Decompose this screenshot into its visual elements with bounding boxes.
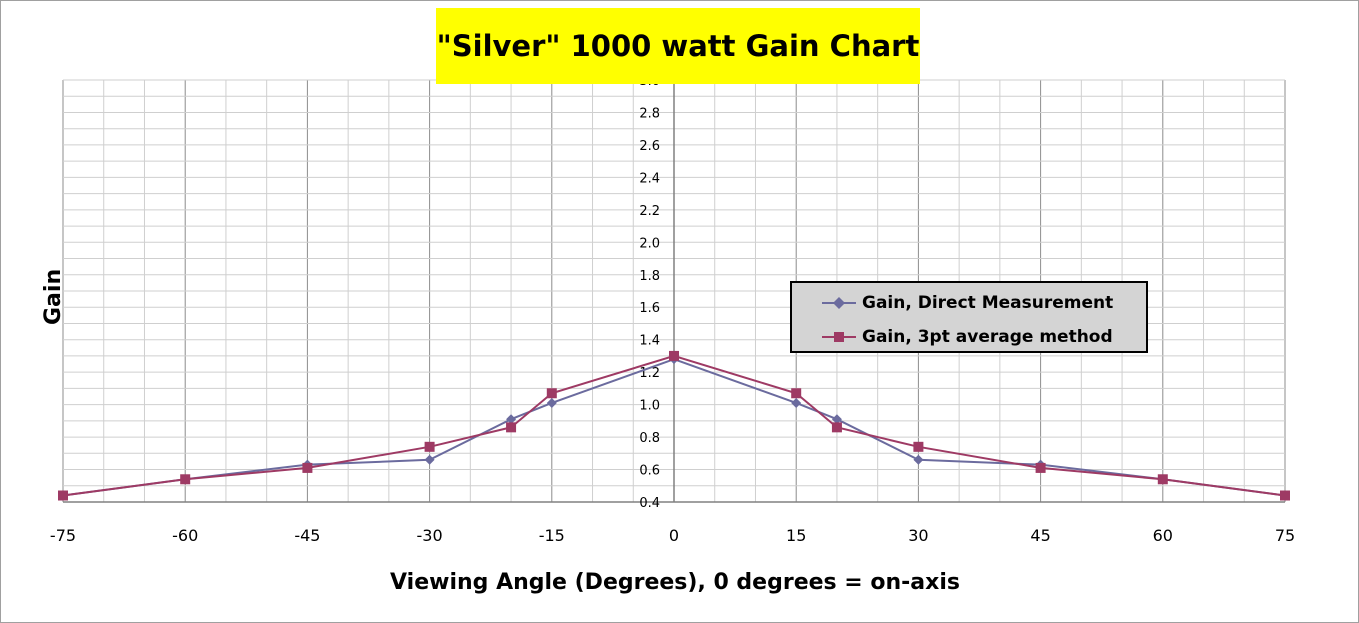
x-tick-label: 0: [669, 526, 679, 545]
x-tick-label: 45: [1030, 526, 1050, 545]
y-tick-label: 2.2: [639, 204, 660, 219]
legend-label-3pt: Gain, 3pt average method: [862, 327, 1113, 347]
data-point-square: [831, 422, 842, 433]
y-axis-label: Gain: [41, 268, 66, 325]
y-tick-label: 1.4: [639, 334, 660, 349]
data-point-diamond: [831, 414, 842, 425]
data-point-diamond: [506, 414, 517, 425]
y-tick-label: 2.0: [639, 236, 660, 251]
chart-title: "Silver" 1000 watt Gain Chart: [436, 8, 920, 84]
x-axis-label: Viewing Angle (Degrees), 0 degrees = on-…: [390, 570, 960, 595]
x-tick-label: -30: [417, 526, 443, 545]
x-tick-label: -75: [50, 526, 76, 545]
x-tick-label: -45: [294, 526, 320, 545]
legend-item-direct: Gain, Direct Measurement: [822, 291, 1113, 315]
x-tick-label: 60: [1153, 526, 1173, 545]
data-point-square: [58, 490, 68, 501]
data-point-diamond: [913, 454, 924, 465]
data-point-square: [180, 474, 191, 485]
x-tick-label: 75: [1275, 526, 1295, 545]
data-point-square: [791, 388, 802, 399]
data-point-square: [1035, 462, 1046, 473]
data-point-square: [913, 441, 924, 452]
y-tick-label: 1.0: [639, 399, 660, 414]
x-tick-label: -60: [172, 526, 198, 545]
data-point-square: [424, 441, 435, 452]
y-tick-label: 2.4: [639, 171, 660, 186]
x-tick-label: 15: [786, 526, 806, 545]
y-tick-label: 0.6: [639, 464, 660, 479]
data-point-diamond: [424, 454, 435, 465]
y-tick-label: 1.8: [639, 269, 660, 284]
y-tick-label: 2.8: [639, 106, 660, 121]
data-point-square: [1280, 490, 1290, 501]
y-tick-label: 2.6: [639, 139, 660, 154]
data-point-diamond: [791, 397, 802, 408]
data-point-square: [669, 350, 679, 361]
x-tick-label: -15: [539, 526, 565, 545]
chart-legend: Gain, Direct Measurement Gain, 3pt avera…: [790, 281, 1148, 353]
data-point-diamond: [546, 397, 557, 408]
data-point-square: [506, 422, 517, 433]
data-point-square: [1157, 474, 1168, 485]
legend-label-direct: Gain, Direct Measurement: [862, 293, 1114, 313]
y-tick-label: 0.8: [639, 431, 660, 446]
x-tick-label: 30: [908, 526, 928, 545]
legend-swatch-3pt: [822, 332, 856, 342]
legend-swatch-direct: [822, 297, 856, 309]
y-tick-label: 0.4: [639, 496, 660, 511]
data-point-square: [546, 388, 557, 399]
legend-item-3pt: Gain, 3pt average method: [822, 325, 1113, 349]
data-point-square: [302, 462, 313, 473]
y-tick-label: 1.6: [639, 301, 660, 316]
